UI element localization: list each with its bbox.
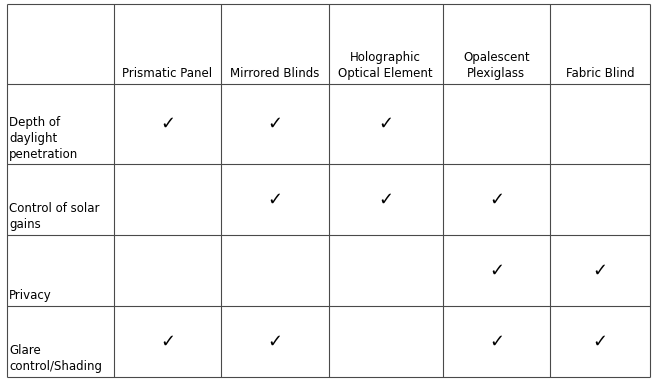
Text: ✓: ✓	[267, 191, 283, 209]
Text: Opalescent
Plexiglass: Opalescent Plexiglass	[463, 51, 530, 80]
Text: ✓: ✓	[593, 262, 608, 280]
Text: ✓: ✓	[378, 115, 393, 133]
Text: ✓: ✓	[160, 115, 175, 133]
Text: Mirrored Blinds: Mirrored Blinds	[230, 67, 319, 80]
Text: ✓: ✓	[267, 115, 283, 133]
Text: ✓: ✓	[593, 333, 608, 351]
Text: ✓: ✓	[160, 333, 175, 351]
Text: Privacy: Privacy	[9, 290, 52, 303]
Text: ✓: ✓	[267, 333, 283, 351]
Text: ✓: ✓	[489, 262, 504, 280]
Text: Control of solar
gains: Control of solar gains	[9, 202, 100, 232]
Text: Glare
control/Shading: Glare control/Shading	[9, 344, 102, 373]
Text: ✓: ✓	[489, 333, 504, 351]
Text: Fabric Blind: Fabric Blind	[566, 67, 635, 80]
Text: Prismatic Panel: Prismatic Panel	[122, 67, 213, 80]
Text: Holographic
Optical Element: Holographic Optical Element	[338, 51, 433, 80]
Text: Depth of
daylight
penetration: Depth of daylight penetration	[9, 115, 78, 160]
Text: ✓: ✓	[378, 191, 393, 209]
Text: ✓: ✓	[489, 191, 504, 209]
